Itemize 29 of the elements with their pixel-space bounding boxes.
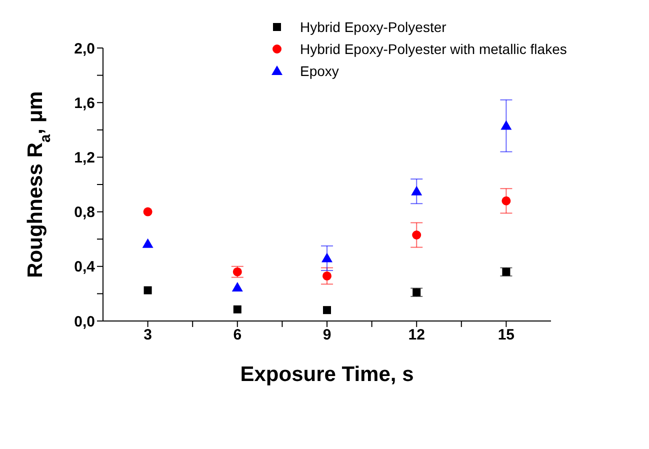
y-tick-label: 1,2	[74, 150, 95, 167]
point	[322, 271, 332, 280]
x-tick-label: 3	[144, 326, 152, 344]
y-tick-label: 0,8	[74, 204, 95, 222]
point	[233, 305, 242, 314]
point	[500, 120, 512, 130]
point	[412, 288, 421, 296]
y-tick-label: 1,6	[74, 94, 95, 112]
point	[232, 282, 243, 292]
x-tick-label: 9	[322, 326, 332, 344]
point	[502, 268, 510, 276]
y-tick-label: 2,0	[74, 40, 95, 58]
point	[322, 252, 332, 262]
x-axis-title: Exposure Time, s	[240, 363, 414, 386]
point	[323, 306, 331, 314]
point	[412, 230, 422, 240]
legend-label: Hybrid Epoxy-Polyester	[300, 18, 446, 37]
point	[502, 196, 511, 206]
point	[142, 238, 154, 248]
x-tick-label: 15	[498, 326, 515, 344]
x-tick-label: 6	[233, 326, 242, 344]
legend-label: Hybrid Epoxy-Polyester with metallic flakes	[300, 40, 567, 59]
y-tick-label: 0,4	[74, 258, 96, 276]
point	[144, 286, 152, 294]
point	[143, 207, 152, 216]
y-tick-label: 0,0	[74, 313, 95, 330]
point	[411, 186, 422, 196]
legend-label: Epoxy	[300, 62, 339, 81]
x-tick-label: 12	[408, 326, 425, 344]
